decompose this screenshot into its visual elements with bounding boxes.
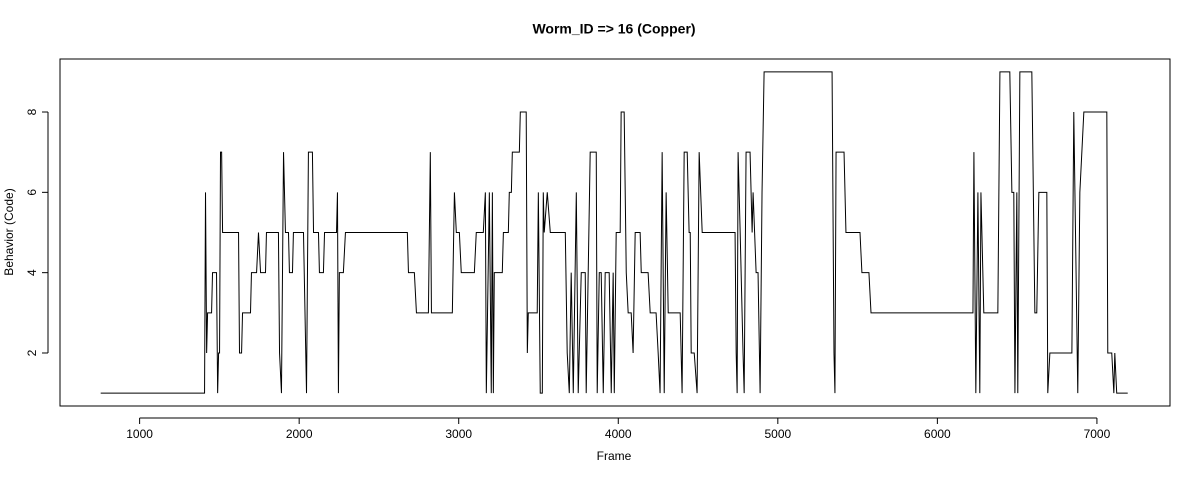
y-tick-label: 6 [25,189,39,196]
x-tick-label: 7000 [1084,427,1111,441]
x-axis-label: Frame [597,449,632,463]
y-tick-label: 4 [25,269,39,276]
x-tick-label: 6000 [924,427,951,441]
y-axis-label: Behavior (Code) [2,188,16,275]
y-tick-label: 2 [25,349,39,356]
x-tick-label: 5000 [764,427,791,441]
y-tick-label: 8 [25,108,39,115]
data-line [100,71,1128,394]
x-tick-label: 2000 [286,427,313,441]
plot-box [59,58,1171,407]
x-tick-label: 3000 [445,427,472,441]
x-tick-label: 1000 [126,427,153,441]
x-tick-label: 4000 [605,427,632,441]
chart-title: Worm_ID => 16 (Copper) [532,21,695,37]
